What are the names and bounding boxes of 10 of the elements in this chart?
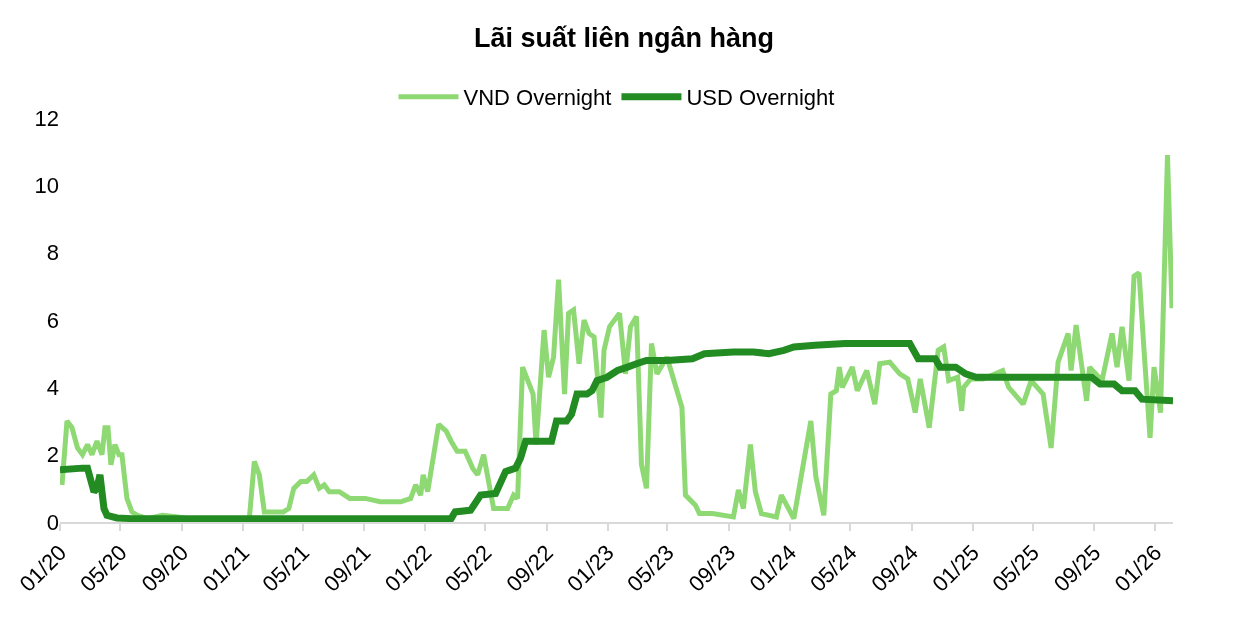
y-tick-label: 2: [46, 442, 59, 468]
y-tick-label: 6: [46, 307, 59, 333]
y-tick-label: 0: [46, 509, 59, 535]
y-tick-label: 4: [46, 375, 59, 401]
y-tick-label: 10: [34, 173, 59, 199]
y-tick-label: 12: [34, 105, 59, 131]
chart-title: Lãi suất liên ngân hàng: [473, 22, 775, 53]
legend-label: VND Overnight: [463, 85, 612, 111]
legend-label: USD Overnight: [686, 85, 835, 111]
y-tick-label: 8: [46, 240, 59, 266]
